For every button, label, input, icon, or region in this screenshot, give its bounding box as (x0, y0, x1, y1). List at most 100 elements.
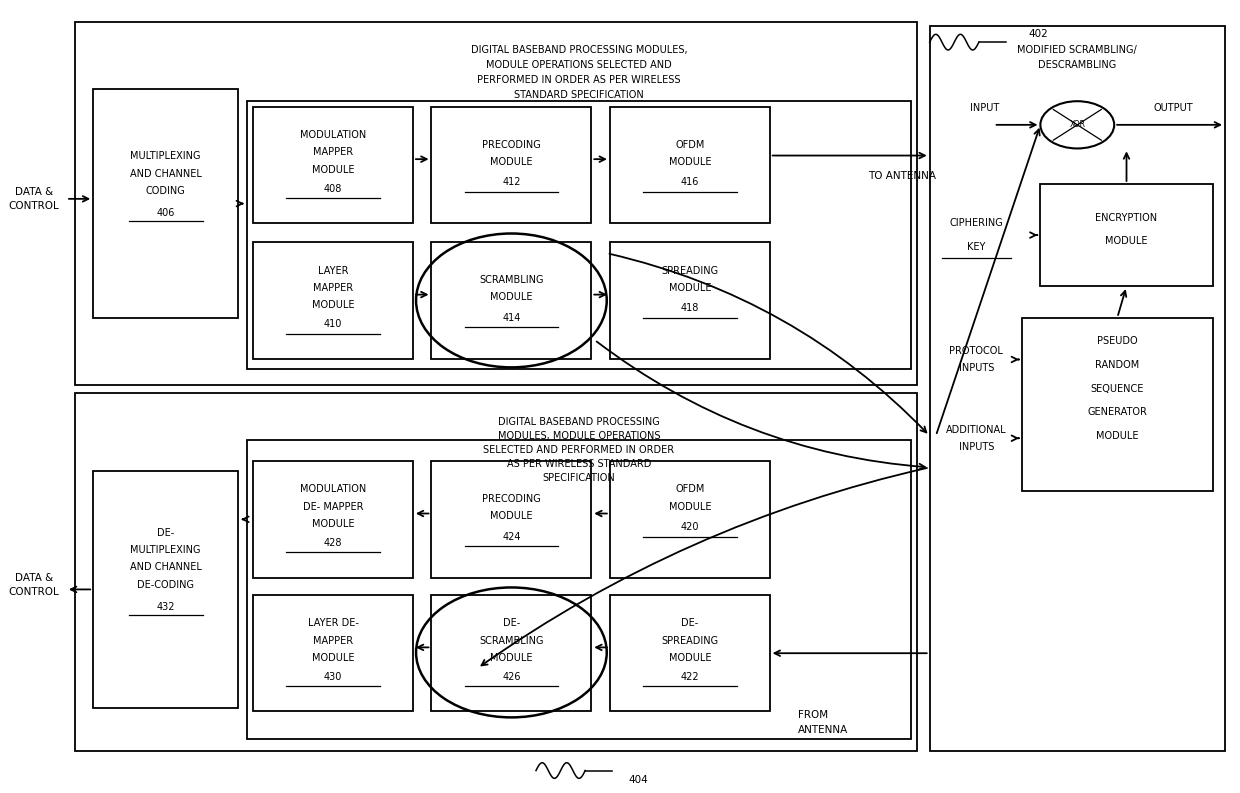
Text: MODULE: MODULE (1096, 431, 1138, 441)
Bar (253, 461, 413, 577)
Text: 416: 416 (681, 178, 699, 187)
Text: MODULE: MODULE (490, 157, 533, 167)
Bar (432, 107, 591, 224)
Bar (74, 393, 918, 751)
Text: MULTIPLEXING: MULTIPLEXING (130, 545, 201, 555)
Bar (610, 107, 770, 224)
Text: MODULE: MODULE (490, 293, 533, 302)
Text: OUTPUT: OUTPUT (1153, 102, 1193, 113)
Text: PRECODING: PRECODING (482, 494, 541, 504)
Text: MODULE: MODULE (490, 653, 533, 663)
Bar (253, 107, 413, 224)
Text: TO ANTENNA: TO ANTENNA (868, 171, 936, 181)
Text: MODULE: MODULE (668, 283, 711, 293)
Text: KEY: KEY (967, 243, 986, 252)
Text: MULTIPLEXING: MULTIPLEXING (130, 151, 201, 161)
Text: MODULE: MODULE (668, 157, 711, 167)
Bar (253, 242, 413, 358)
Text: SCRAMBLING: SCRAMBLING (479, 636, 543, 646)
Bar (930, 26, 1225, 751)
Text: ADDITIONAL: ADDITIONAL (946, 424, 1007, 435)
Text: AND CHANNEL: AND CHANNEL (130, 562, 202, 573)
Text: 432: 432 (156, 602, 175, 611)
Bar (610, 242, 770, 358)
Text: 412: 412 (502, 178, 521, 187)
Text: MAPPER: MAPPER (312, 283, 353, 293)
Text: MODULE: MODULE (311, 519, 355, 529)
Text: 424: 424 (502, 531, 521, 542)
Text: SPECIFICATION: SPECIFICATION (543, 473, 615, 484)
Text: DE-: DE- (157, 527, 175, 538)
Text: MODULE: MODULE (668, 653, 711, 663)
Text: MODULE: MODULE (311, 301, 355, 310)
Text: CONTROL: CONTROL (9, 587, 60, 597)
Text: DESCRAMBLING: DESCRAMBLING (1038, 60, 1116, 70)
Text: MODULE: MODULE (311, 653, 355, 663)
Text: INPUTS: INPUTS (959, 442, 994, 452)
Text: LAYER DE-: LAYER DE- (308, 619, 358, 628)
Text: ANTENNA: ANTENNA (799, 725, 848, 734)
Text: DIGITAL BASEBAND PROCESSING: DIGITAL BASEBAND PROCESSING (498, 416, 660, 427)
Text: 404: 404 (629, 775, 649, 785)
Text: AND CHANNEL: AND CHANNEL (130, 169, 202, 178)
Bar (432, 461, 591, 577)
Bar (1022, 318, 1213, 491)
Text: OFDM: OFDM (675, 485, 704, 494)
Text: 408: 408 (324, 184, 342, 193)
Text: FROM: FROM (799, 711, 828, 720)
Text: MODIFIED SCRAMBLING/: MODIFIED SCRAMBLING/ (1017, 45, 1137, 55)
Bar (610, 595, 770, 711)
Text: PROTOCOL: PROTOCOL (950, 346, 1003, 356)
Text: CONTROL: CONTROL (9, 201, 60, 211)
Text: AS PER WIRELESS STANDARD: AS PER WIRELESS STANDARD (507, 459, 651, 469)
Text: INPUTS: INPUTS (959, 363, 994, 374)
Text: MODULATION: MODULATION (300, 130, 366, 140)
Bar (432, 595, 591, 711)
Text: PERFORMED IN ORDER AS PER WIRELESS: PERFORMED IN ORDER AS PER WIRELESS (477, 75, 681, 85)
Bar (247, 440, 911, 739)
Text: ENCRYPTION: ENCRYPTION (1095, 213, 1158, 223)
Text: 428: 428 (324, 538, 342, 548)
Text: GENERATOR: GENERATOR (1087, 408, 1147, 417)
Text: MODULE: MODULE (311, 165, 355, 174)
Text: CIPHERING: CIPHERING (950, 218, 1003, 228)
Text: OFDM: OFDM (675, 140, 704, 150)
Text: DIGITAL BASEBAND PROCESSING MODULES,: DIGITAL BASEBAND PROCESSING MODULES, (471, 45, 687, 55)
Text: PSEUDO: PSEUDO (1097, 336, 1137, 347)
Text: SPREADING: SPREADING (661, 266, 718, 275)
Text: MODULE: MODULE (490, 511, 533, 521)
Text: SEQUENCE: SEQUENCE (1091, 384, 1145, 393)
Bar (610, 461, 770, 577)
Bar (1040, 184, 1213, 286)
Bar (432, 242, 591, 358)
Text: MODULE: MODULE (1105, 236, 1148, 247)
Text: DATA &: DATA & (15, 573, 53, 583)
Text: MAPPER: MAPPER (312, 147, 353, 157)
Text: 426: 426 (502, 672, 521, 682)
Text: PRECODING: PRECODING (482, 140, 541, 150)
Text: DE-: DE- (681, 619, 698, 628)
Text: CODING: CODING (146, 186, 186, 196)
Text: DATA &: DATA & (15, 187, 53, 197)
Text: STANDARD SPECIFICATION: STANDARD SPECIFICATION (515, 90, 644, 100)
Text: SCRAMBLING: SCRAMBLING (479, 275, 543, 285)
Text: MODULATION: MODULATION (300, 485, 366, 494)
Bar (247, 102, 911, 369)
Text: DE-CODING: DE-CODING (138, 580, 195, 590)
Text: XOR: XOR (1069, 121, 1085, 129)
Text: SELECTED AND PERFORMED IN ORDER: SELECTED AND PERFORMED IN ORDER (484, 445, 675, 455)
Text: 402: 402 (1028, 29, 1048, 40)
Text: 410: 410 (324, 319, 342, 329)
Text: MODULES, MODULE OPERATIONS: MODULES, MODULE OPERATIONS (497, 431, 661, 441)
Text: SPREADING: SPREADING (661, 636, 718, 646)
Text: 414: 414 (502, 312, 521, 323)
Text: LAYER: LAYER (317, 266, 348, 275)
Text: 430: 430 (324, 672, 342, 682)
Bar (93, 471, 238, 707)
Text: RANDOM: RANDOM (1095, 360, 1140, 370)
Text: 422: 422 (681, 672, 699, 682)
Text: INPUT: INPUT (971, 102, 999, 113)
Bar (93, 90, 238, 318)
Text: MODULE OPERATIONS SELECTED AND: MODULE OPERATIONS SELECTED AND (486, 60, 672, 70)
Text: 418: 418 (681, 303, 699, 313)
